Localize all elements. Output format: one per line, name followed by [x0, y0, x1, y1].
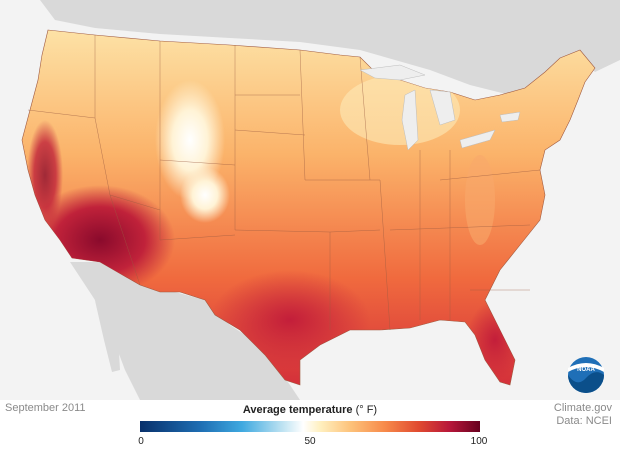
temperature-map: NOAA [21, 0, 620, 400]
date-label: September 2011 [5, 402, 86, 414]
credit-block: Climate.gov Data: NCEI [554, 402, 612, 428]
color-scale-bar [140, 421, 480, 432]
central-valley-hot-zone [27, 120, 63, 230]
legend-title: Average temperature (° F) [140, 404, 480, 416]
state-borders [27, 35, 541, 331]
legend-title-text: Average temperature [242, 404, 353, 416]
mexico-landmass [70, 262, 300, 400]
canada-landmass [40, 0, 620, 95]
credit-data: Data: NCEI [556, 415, 612, 427]
footer-bar: September 2011 Average temperature (° F)… [0, 400, 620, 450]
baja-peninsula [88, 268, 120, 372]
great-lakes-cool-zone [340, 75, 460, 145]
credit-source: Climate.gov [553, 402, 612, 414]
colorado-cool-zone [180, 167, 230, 223]
scale-tick-mid: 50 [304, 436, 316, 447]
appalachian-cool-zone [465, 155, 495, 245]
noaa-logo-text: NOAA [577, 367, 595, 373]
legend-unit: (° F) [355, 404, 378, 416]
noaa-logo: NOAA [568, 357, 604, 393]
scale-tick-max: 100 [470, 436, 488, 447]
scale-tick-min: 0 [138, 436, 144, 447]
florida-hot-zone [467, 300, 523, 380]
great-lakes [359, 64, 521, 151]
